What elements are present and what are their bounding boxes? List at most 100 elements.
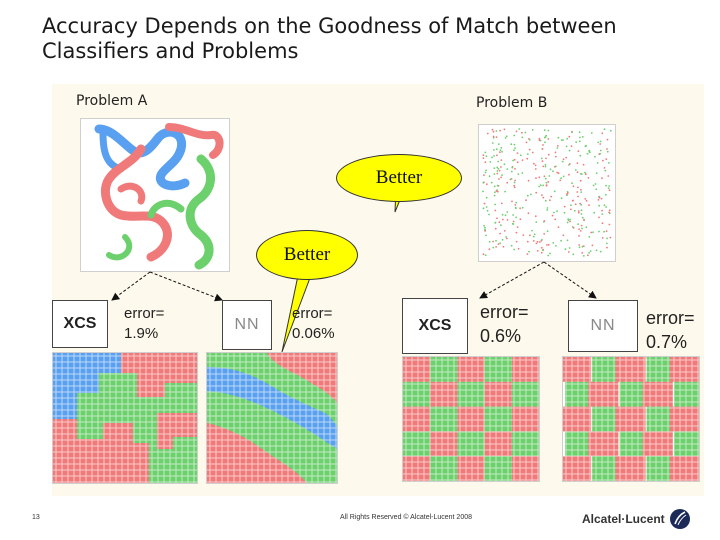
scatter-point (499, 149, 502, 151)
scatter-point (538, 185, 540, 188)
scatter-point (528, 138, 531, 141)
scatter-point (573, 209, 576, 212)
scatter-point (500, 146, 503, 149)
scatter-point (482, 181, 485, 184)
scatter-point (596, 162, 599, 164)
scatter-point (517, 247, 520, 250)
scatter-point (486, 209, 489, 212)
scatter-point (488, 213, 490, 216)
scatter-point (494, 221, 497, 224)
scatter-point (547, 254, 550, 257)
scatter-point (501, 238, 504, 241)
scatter-point (483, 174, 485, 176)
scatter-point (568, 173, 570, 176)
scatter-point (589, 250, 592, 252)
scatter-point (506, 181, 509, 184)
scatter-point (497, 160, 500, 163)
scatter-point (513, 186, 516, 189)
scatter-point (542, 249, 544, 252)
xcs-b-checkerboard (403, 357, 539, 481)
copyright-notice: All Rights Reserved © Alcatel-Lucent 200… (340, 514, 473, 521)
scatter-point (530, 193, 532, 196)
scatter-point (570, 145, 573, 147)
scatter-point (585, 226, 588, 229)
scatter-point (513, 181, 516, 184)
scatter-point (579, 230, 582, 232)
better-callout-top-text: Better (375, 167, 423, 188)
hatch-overlay (403, 357, 539, 481)
scatter-point (531, 129, 534, 131)
scatter-point (607, 175, 610, 177)
better-callout-top: Better (336, 154, 462, 202)
scatter-point (608, 211, 610, 214)
arrow-b-to-nn (543, 261, 597, 299)
scatter-point (609, 236, 612, 239)
scatter-point (484, 226, 486, 229)
scatter-point (482, 154, 485, 156)
scatter-point (586, 152, 589, 155)
scatter-point (535, 242, 538, 245)
scatter-point (484, 161, 487, 164)
scatter-point (606, 150, 609, 153)
scatter-point (575, 141, 578, 144)
scatter-point (506, 219, 509, 221)
scatter-point (540, 157, 543, 160)
scatter-point (580, 204, 583, 206)
alcatel-lucent-logo: Alcatel·Lucent (582, 508, 691, 530)
scatter-point (563, 205, 566, 208)
scatter-point (513, 149, 515, 152)
scatter-point (510, 170, 513, 173)
scatter-point (577, 223, 579, 225)
scatter-point (486, 132, 489, 135)
scatter-point (588, 151, 591, 154)
scatter-point (532, 235, 535, 238)
scatter-point (496, 166, 499, 169)
scatter-point (578, 235, 580, 237)
scatter-point (603, 230, 605, 233)
scatter-point (495, 148, 498, 151)
scatter-point (545, 157, 547, 160)
scatter-point (490, 181, 493, 184)
scatter-point (577, 195, 579, 198)
scatter-point (565, 145, 568, 148)
scatter-point (598, 204, 601, 207)
nn-b-checkerboard (561, 357, 704, 481)
scatter-point (584, 198, 587, 200)
scatter-point (497, 243, 500, 245)
scatter-point (582, 163, 585, 166)
scatter-point (547, 138, 550, 140)
scatter-point (485, 183, 488, 186)
scatter-point (544, 163, 547, 166)
scatter-point (493, 185, 496, 188)
scatter-point (511, 222, 514, 225)
scatter-point (546, 209, 549, 211)
scatter-point (560, 239, 562, 242)
scatter-point (550, 195, 553, 198)
scatter-point (544, 199, 547, 202)
scatter-point (512, 159, 514, 162)
scatter-point (521, 159, 524, 161)
scatter-point (576, 162, 579, 164)
scatter-point (543, 175, 546, 178)
scatter-point (513, 134, 516, 137)
scatter-point (561, 160, 564, 163)
scatter-point (499, 151, 501, 154)
scatter-point (591, 244, 594, 247)
scatter-point (499, 232, 501, 235)
scatter-point (489, 161, 492, 163)
scatter-point (608, 185, 611, 187)
scatter-point (567, 219, 570, 222)
scatter-point (590, 132, 593, 134)
scatter-point (496, 184, 499, 187)
scatter-point (608, 162, 610, 164)
scatter-point (572, 226, 575, 229)
scatter-point (576, 171, 579, 174)
scatter-point (579, 179, 582, 182)
scatter-point (488, 248, 491, 251)
scatter-point (515, 240, 518, 243)
classifier-box-nn-a: NN (222, 300, 272, 350)
scatter-point (584, 171, 586, 174)
scatter-point (595, 172, 598, 174)
scatter-point (493, 149, 495, 151)
scatter-point (579, 173, 582, 175)
